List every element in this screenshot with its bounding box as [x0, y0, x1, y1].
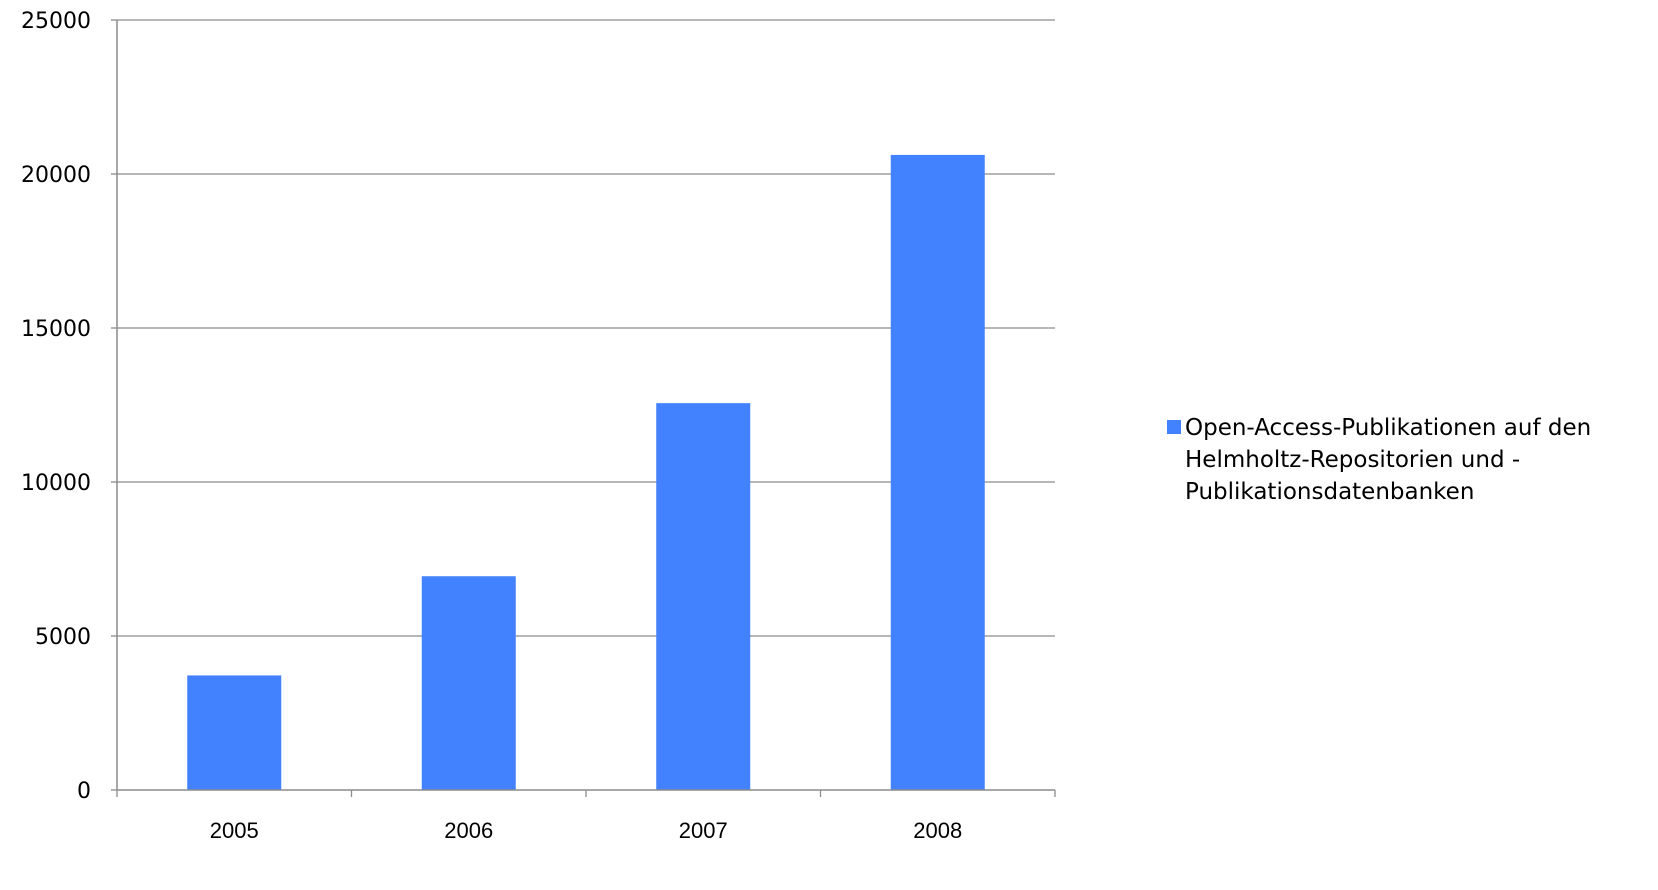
y-tick-label: 15000: [21, 317, 91, 342]
legend: Open-Access-Publikationen auf den Helmho…: [1167, 412, 1647, 508]
bar: [890, 154, 985, 791]
x-tick-label: 2005: [210, 818, 259, 843]
legend-label: Open-Access-Publikationen auf den Helmho…: [1185, 412, 1591, 508]
y-tick-label: 20000: [21, 163, 91, 188]
x-tick-labels: 2005 2006 2007 2008: [210, 818, 962, 843]
y-tick-label: 5000: [35, 625, 91, 650]
x-tick-label: 2006: [444, 818, 493, 843]
legend-label-line: Helmholtz-Repositorien und -: [1185, 447, 1521, 473]
y-tick-labels: 0 5000 10000 15000 20000 25000: [21, 9, 91, 804]
x-tick-label: 2007: [679, 818, 728, 843]
y-tick-label: 10000: [21, 471, 91, 496]
y-tick-label: 0: [77, 779, 91, 804]
legend-swatch: [1167, 420, 1181, 434]
bars: [187, 154, 985, 791]
legend-label-line: Publikationsdatenbanken: [1185, 479, 1475, 505]
bar: [421, 576, 516, 790]
bar: [656, 403, 751, 790]
x-tick-label: 2008: [913, 818, 962, 843]
legend-label-line: Open-Access-Publikationen auf den: [1185, 415, 1592, 441]
bar: [187, 675, 282, 790]
y-tick-label: 25000: [21, 9, 91, 34]
axes: [111, 19, 1056, 797]
